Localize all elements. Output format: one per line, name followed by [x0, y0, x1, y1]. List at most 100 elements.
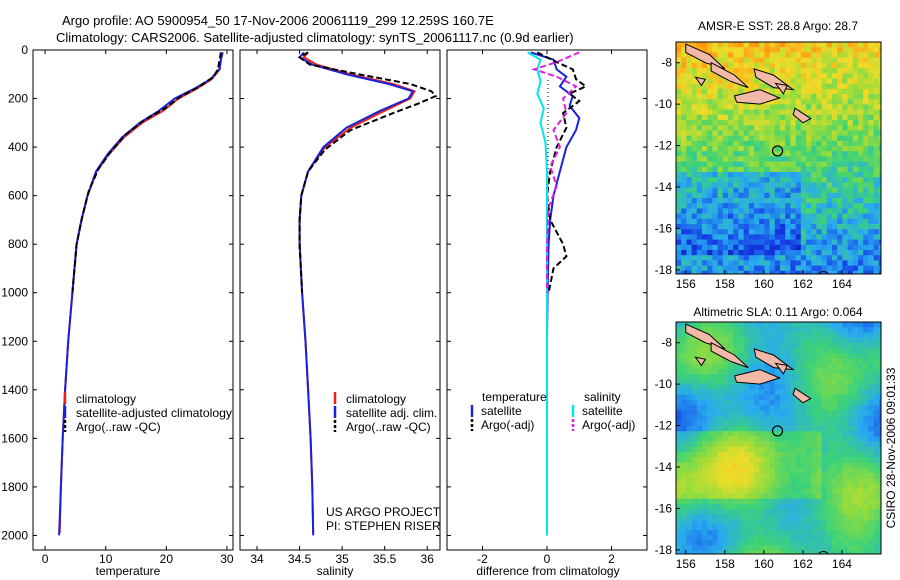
map-cell — [707, 368, 713, 375]
map-cell — [811, 234, 817, 240]
map-cell — [837, 83, 843, 90]
map-cell — [858, 146, 864, 152]
map-cell — [696, 452, 703, 458]
map-cell — [837, 368, 843, 375]
map-cell — [837, 327, 843, 333]
map-cell — [707, 384, 713, 390]
map-cell — [832, 498, 838, 505]
map-cell — [702, 234, 708, 240]
map-cell — [722, 457, 729, 463]
map-cell — [863, 120, 869, 126]
map-cell — [873, 62, 880, 69]
map-cell — [743, 182, 750, 188]
map-cell — [780, 57, 786, 64]
map-cell — [759, 42, 765, 48]
map-cell — [748, 342, 755, 349]
map-cell — [790, 125, 796, 131]
map-cell — [759, 120, 765, 126]
map-cell — [743, 368, 750, 375]
map-cell — [878, 260, 881, 266]
map-cell — [858, 483, 864, 489]
map-cell — [738, 166, 744, 173]
map-cell — [722, 446, 729, 453]
map-cell — [806, 379, 812, 385]
map-cell — [707, 514, 713, 520]
map-cell — [702, 524, 708, 531]
map-cell — [816, 166, 822, 173]
map-cell — [847, 530, 854, 536]
map-cell — [816, 177, 822, 183]
map-cell — [733, 125, 739, 131]
map-cell — [780, 332, 786, 338]
map-cell — [743, 342, 750, 349]
map-cell — [795, 504, 802, 510]
map-cell — [806, 120, 812, 126]
map-cell — [832, 337, 838, 344]
map-cell — [764, 62, 770, 69]
map-cell — [785, 478, 791, 484]
map-cell — [837, 47, 843, 53]
map-cell — [800, 348, 807, 354]
map-cell — [707, 327, 713, 333]
map-cell — [738, 135, 744, 142]
map-cell — [873, 550, 880, 554]
map-cell — [774, 192, 781, 199]
map-cell — [837, 94, 843, 100]
map-cell — [873, 68, 880, 74]
map-cell — [769, 88, 776, 95]
map-cell — [811, 151, 817, 157]
map-cell — [868, 52, 874, 58]
map-cell — [774, 498, 781, 505]
map-cell — [759, 436, 765, 442]
map-cell — [800, 322, 807, 328]
map-cell — [743, 156, 750, 162]
map-cell — [769, 545, 776, 552]
map-cell — [738, 400, 744, 406]
map-cell — [847, 68, 854, 74]
map-cell — [816, 519, 822, 526]
map-cell — [826, 342, 833, 349]
map-cell — [733, 151, 739, 157]
map-cell — [878, 431, 881, 437]
map-cell — [878, 394, 881, 401]
map-cell — [816, 478, 822, 484]
map-cell — [821, 68, 828, 74]
map-cell — [816, 140, 822, 147]
map-cell — [728, 42, 734, 48]
map-cell — [821, 441, 828, 448]
map-cell — [681, 42, 687, 48]
map-cell — [712, 83, 718, 90]
map-cell — [842, 265, 848, 272]
map-cell — [676, 68, 682, 74]
map-cell — [806, 62, 812, 69]
map-cell — [764, 452, 770, 458]
map-cell — [878, 472, 881, 479]
map-cell — [785, 104, 791, 110]
map-cell — [754, 224, 760, 230]
map-cell — [707, 431, 713, 437]
map-cell — [728, 514, 734, 520]
map-cell — [774, 519, 781, 526]
map-cell — [759, 467, 765, 474]
map-cell — [681, 265, 687, 272]
map-cell — [717, 545, 724, 552]
map-cell — [842, 530, 848, 536]
map-cell — [733, 229, 739, 235]
map-cell — [691, 265, 698, 272]
map-cell — [780, 177, 786, 183]
map-cell — [702, 545, 708, 552]
map-cell — [847, 192, 854, 199]
map-cell — [733, 394, 739, 401]
map-cell — [811, 260, 817, 266]
map-cell — [878, 452, 881, 458]
map-cell — [858, 42, 864, 48]
map-cell — [852, 353, 859, 359]
map-cell — [800, 426, 807, 432]
map-cell — [800, 78, 807, 84]
map-cell — [790, 519, 796, 526]
map-cell — [811, 57, 817, 64]
map-cell — [832, 452, 838, 458]
map-cell — [733, 436, 739, 442]
map-cell — [712, 218, 718, 225]
map-cell — [873, 400, 880, 406]
